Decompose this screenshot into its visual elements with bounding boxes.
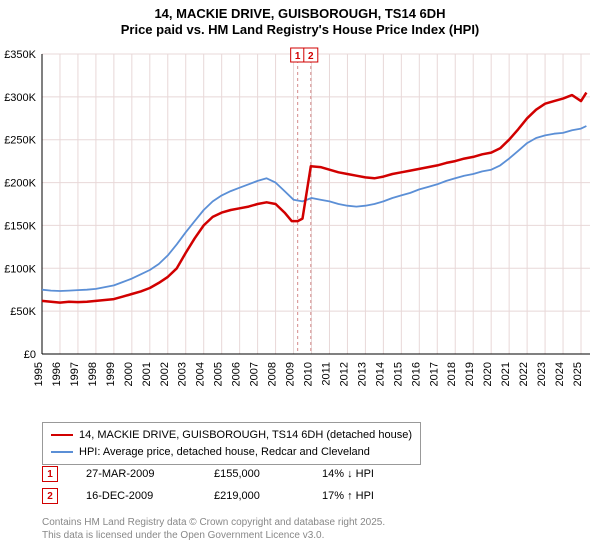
attribution-line-1: Contains HM Land Registry data © Crown c… — [42, 516, 385, 529]
svg-text:£250K: £250K — [4, 135, 36, 147]
legend-row-1: 14, MACKIE DRIVE, GUISBOROUGH, TS14 6DH … — [51, 427, 412, 444]
event-marker-2: 2 — [42, 488, 58, 504]
svg-text:2: 2 — [308, 51, 314, 62]
legend: 14, MACKIE DRIVE, GUISBOROUGH, TS14 6DH … — [42, 422, 421, 465]
chart: £0 £50K £100K £150K £200K £250K £300K £350K 1995… — [0, 44, 600, 414]
title-block: 14, MACKIE DRIVE, GUISBOROUGH, TS14 6DH … — [0, 0, 600, 39]
chart-svg: £0 £50K £100K £150K £200K £250K £300K £350K 1995… — [0, 44, 600, 414]
title-line-2: Price paid vs. HM Land Registry's House … — [0, 22, 600, 38]
svg-text:2012: 2012 — [338, 362, 350, 386]
svg-text:1995: 1995 — [33, 362, 45, 386]
event-row-1: 1 27-MAR-2009 £155,000 14% ↓ HPI — [42, 466, 422, 482]
svg-text:£50K: £50K — [10, 306, 36, 318]
event-vs-hpi-2: 17% ↑ HPI — [322, 490, 422, 502]
svg-text:2017: 2017 — [428, 362, 440, 386]
svg-text:2010: 2010 — [303, 362, 315, 386]
svg-text:1999: 1999 — [105, 362, 117, 386]
svg-text:2011: 2011 — [320, 362, 332, 386]
svg-text:2016: 2016 — [410, 362, 422, 386]
svg-text:2024: 2024 — [554, 362, 566, 386]
svg-text:£150K: £150K — [4, 220, 36, 232]
event-price-2: £219,000 — [214, 490, 294, 502]
svg-text:2014: 2014 — [374, 362, 386, 386]
svg-text:£100K: £100K — [4, 263, 36, 275]
svg-text:£0: £0 — [24, 349, 36, 361]
legend-label-1: 14, MACKIE DRIVE, GUISBOROUGH, TS14 6DH … — [79, 427, 412, 444]
svg-text:2018: 2018 — [446, 362, 458, 386]
svg-text:2004: 2004 — [195, 362, 207, 386]
svg-text:2020: 2020 — [482, 362, 494, 386]
event-row-2: 2 16-DEC-2009 £219,000 17% ↑ HPI — [42, 488, 422, 504]
svg-text:1997: 1997 — [69, 362, 81, 386]
events-block: 1 27-MAR-2009 £155,000 14% ↓ HPI 2 16-DE… — [42, 466, 422, 510]
svg-text:2000: 2000 — [123, 362, 135, 386]
svg-text:2025: 2025 — [572, 362, 584, 386]
svg-text:2003: 2003 — [177, 362, 189, 386]
svg-text:£200K: £200K — [4, 178, 36, 190]
svg-text:2005: 2005 — [213, 362, 225, 386]
svg-text:2023: 2023 — [536, 362, 548, 386]
legend-swatch-series-2 — [51, 451, 73, 453]
container: 14, MACKIE DRIVE, GUISBOROUGH, TS14 6DH … — [0, 0, 600, 560]
svg-text:£350K: £350K — [4, 49, 36, 61]
event-date-2: 16-DEC-2009 — [86, 490, 186, 502]
svg-text:2015: 2015 — [392, 362, 404, 386]
svg-text:2019: 2019 — [464, 362, 476, 386]
svg-text:2021: 2021 — [500, 362, 512, 386]
event-marker-1: 1 — [42, 466, 58, 482]
event-date-1: 27-MAR-2009 — [86, 468, 186, 480]
legend-row-2: HPI: Average price, detached house, Redc… — [51, 444, 412, 461]
svg-text:2013: 2013 — [356, 362, 368, 386]
svg-text:1998: 1998 — [87, 362, 99, 386]
svg-text:2009: 2009 — [285, 362, 297, 386]
svg-text:1: 1 — [295, 51, 301, 62]
svg-text:2002: 2002 — [159, 362, 171, 386]
legend-label-2: HPI: Average price, detached house, Redc… — [79, 444, 370, 461]
svg-text:1996: 1996 — [51, 362, 63, 386]
svg-text:2006: 2006 — [231, 362, 243, 386]
event-price-1: £155,000 — [214, 468, 294, 480]
svg-text:2022: 2022 — [518, 362, 530, 386]
legend-swatch-series-1 — [51, 434, 73, 436]
attribution-line-2: This data is licensed under the Open Gov… — [42, 529, 385, 542]
title-line-1: 14, MACKIE DRIVE, GUISBOROUGH, TS14 6DH — [0, 6, 600, 22]
svg-text:2007: 2007 — [249, 362, 261, 386]
event-vs-hpi-1: 14% ↓ HPI — [322, 468, 422, 480]
svg-text:2001: 2001 — [141, 362, 153, 386]
svg-text:2008: 2008 — [267, 362, 279, 386]
attribution: Contains HM Land Registry data © Crown c… — [42, 516, 385, 542]
svg-text:£300K: £300K — [4, 92, 36, 104]
